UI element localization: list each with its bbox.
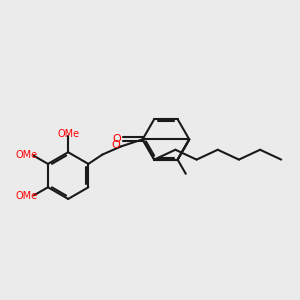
Text: O: O — [112, 134, 121, 144]
Text: OMe: OMe — [15, 191, 38, 202]
Text: OMe: OMe — [15, 150, 38, 160]
Text: O: O — [111, 140, 120, 150]
Text: OMe: OMe — [57, 129, 79, 139]
